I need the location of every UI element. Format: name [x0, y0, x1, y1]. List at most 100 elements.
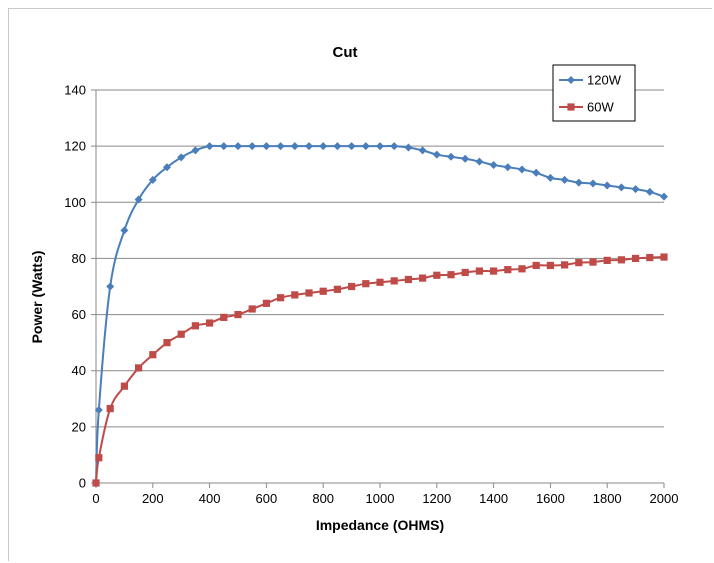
- data-point: [148, 175, 157, 184]
- series-layer: [92, 142, 668, 487]
- data-point: [617, 256, 625, 264]
- data-point: [503, 163, 512, 172]
- data-point: [362, 280, 370, 288]
- data-point: [277, 294, 285, 302]
- data-point: [333, 142, 342, 151]
- legend-label: 120W: [587, 73, 622, 88]
- data-point: [432, 150, 441, 159]
- data-point: [333, 285, 341, 293]
- data-point: [163, 163, 171, 172]
- data-point: [191, 322, 199, 330]
- data-point: [489, 160, 498, 169]
- data-point: [574, 178, 583, 187]
- y-tick-label: 0: [79, 476, 86, 491]
- data-point: [262, 299, 270, 307]
- data-point: [589, 258, 597, 266]
- data-point: [603, 181, 612, 190]
- data-point: [418, 146, 427, 155]
- data-point: [617, 183, 626, 192]
- chart-title: Cut: [333, 44, 358, 61]
- data-point: [205, 142, 214, 151]
- legend-label: 60W: [587, 100, 614, 115]
- data-point: [305, 289, 313, 297]
- y-tick-label: 140: [64, 83, 86, 98]
- data-point: [631, 185, 640, 194]
- data-point: [106, 405, 114, 413]
- data-point: [475, 267, 483, 275]
- data-point: [135, 364, 143, 372]
- data-point: [290, 142, 299, 151]
- y-tick-label: 20: [72, 419, 86, 434]
- x-tick-label: 1400: [479, 491, 508, 506]
- x-tick-label: 1600: [536, 491, 565, 506]
- data-point: [361, 142, 370, 151]
- data-point: [475, 157, 484, 166]
- data-point: [532, 261, 540, 270]
- chart-frame: [8, 8, 712, 561]
- data-point: [646, 253, 654, 262]
- x-tick-label: 800: [312, 491, 334, 506]
- data-point: [546, 173, 555, 182]
- data-point: [504, 266, 512, 274]
- data-point: [191, 146, 200, 155]
- legend-swatch-marker: [567, 76, 575, 84]
- data-point: [560, 175, 569, 184]
- data-point: [660, 192, 668, 201]
- data-point: [645, 187, 654, 196]
- data-point: [219, 142, 228, 151]
- data-point: [177, 330, 185, 338]
- data-point: [490, 267, 498, 275]
- legend: 120W 60W: [552, 64, 636, 122]
- data-point: [134, 195, 143, 204]
- legend-entry-60W: 60W: [559, 100, 614, 115]
- y-tick-label: 80: [72, 251, 86, 266]
- data-point: [404, 143, 413, 152]
- data-point: [319, 142, 328, 151]
- data-point: [603, 256, 611, 264]
- y-axis-title: Power (Watts): [29, 251, 45, 344]
- data-point: [390, 277, 398, 285]
- y-tick-label: 40: [72, 363, 86, 378]
- legend-entry-120W: 120W: [559, 73, 622, 88]
- data-point: [120, 226, 129, 235]
- data-point: [319, 287, 327, 295]
- axes: [91, 89, 665, 488]
- data-point: [589, 179, 597, 188]
- data-point: [447, 271, 455, 279]
- data-point: [276, 142, 285, 151]
- data-point: [376, 142, 384, 151]
- data-point: [305, 142, 313, 151]
- y-tick-label: 60: [72, 307, 86, 322]
- data-point: [390, 142, 399, 151]
- data-point: [532, 168, 541, 177]
- data-point: [177, 153, 186, 162]
- data-point: [461, 268, 469, 277]
- x-tick-label: 2000: [650, 491, 679, 506]
- data-point: [262, 142, 271, 151]
- data-point: [94, 406, 103, 415]
- x-tick-label: 1000: [366, 491, 395, 506]
- data-point: [433, 271, 441, 279]
- legend-swatch-marker: [567, 103, 575, 111]
- data-point: [95, 454, 103, 462]
- legend-box: [552, 64, 636, 122]
- data-point: [561, 261, 569, 269]
- data-point: [248, 305, 256, 313]
- data-point: [575, 259, 583, 267]
- y-tick-label: 100: [64, 195, 86, 210]
- data-point: [461, 154, 470, 163]
- x-tick-label: 600: [256, 491, 278, 506]
- data-point: [234, 142, 242, 151]
- series-60W: [92, 253, 668, 487]
- x-tick-label: 1200: [422, 491, 451, 506]
- data-point: [660, 253, 668, 261]
- data-point: [419, 274, 427, 282]
- x-tick-label: 400: [199, 491, 221, 506]
- data-point: [447, 152, 455, 161]
- data-point: [404, 275, 412, 284]
- x-tick-label: 0: [92, 491, 99, 506]
- x-tick-label: 1800: [593, 491, 622, 506]
- data-point: [546, 261, 554, 270]
